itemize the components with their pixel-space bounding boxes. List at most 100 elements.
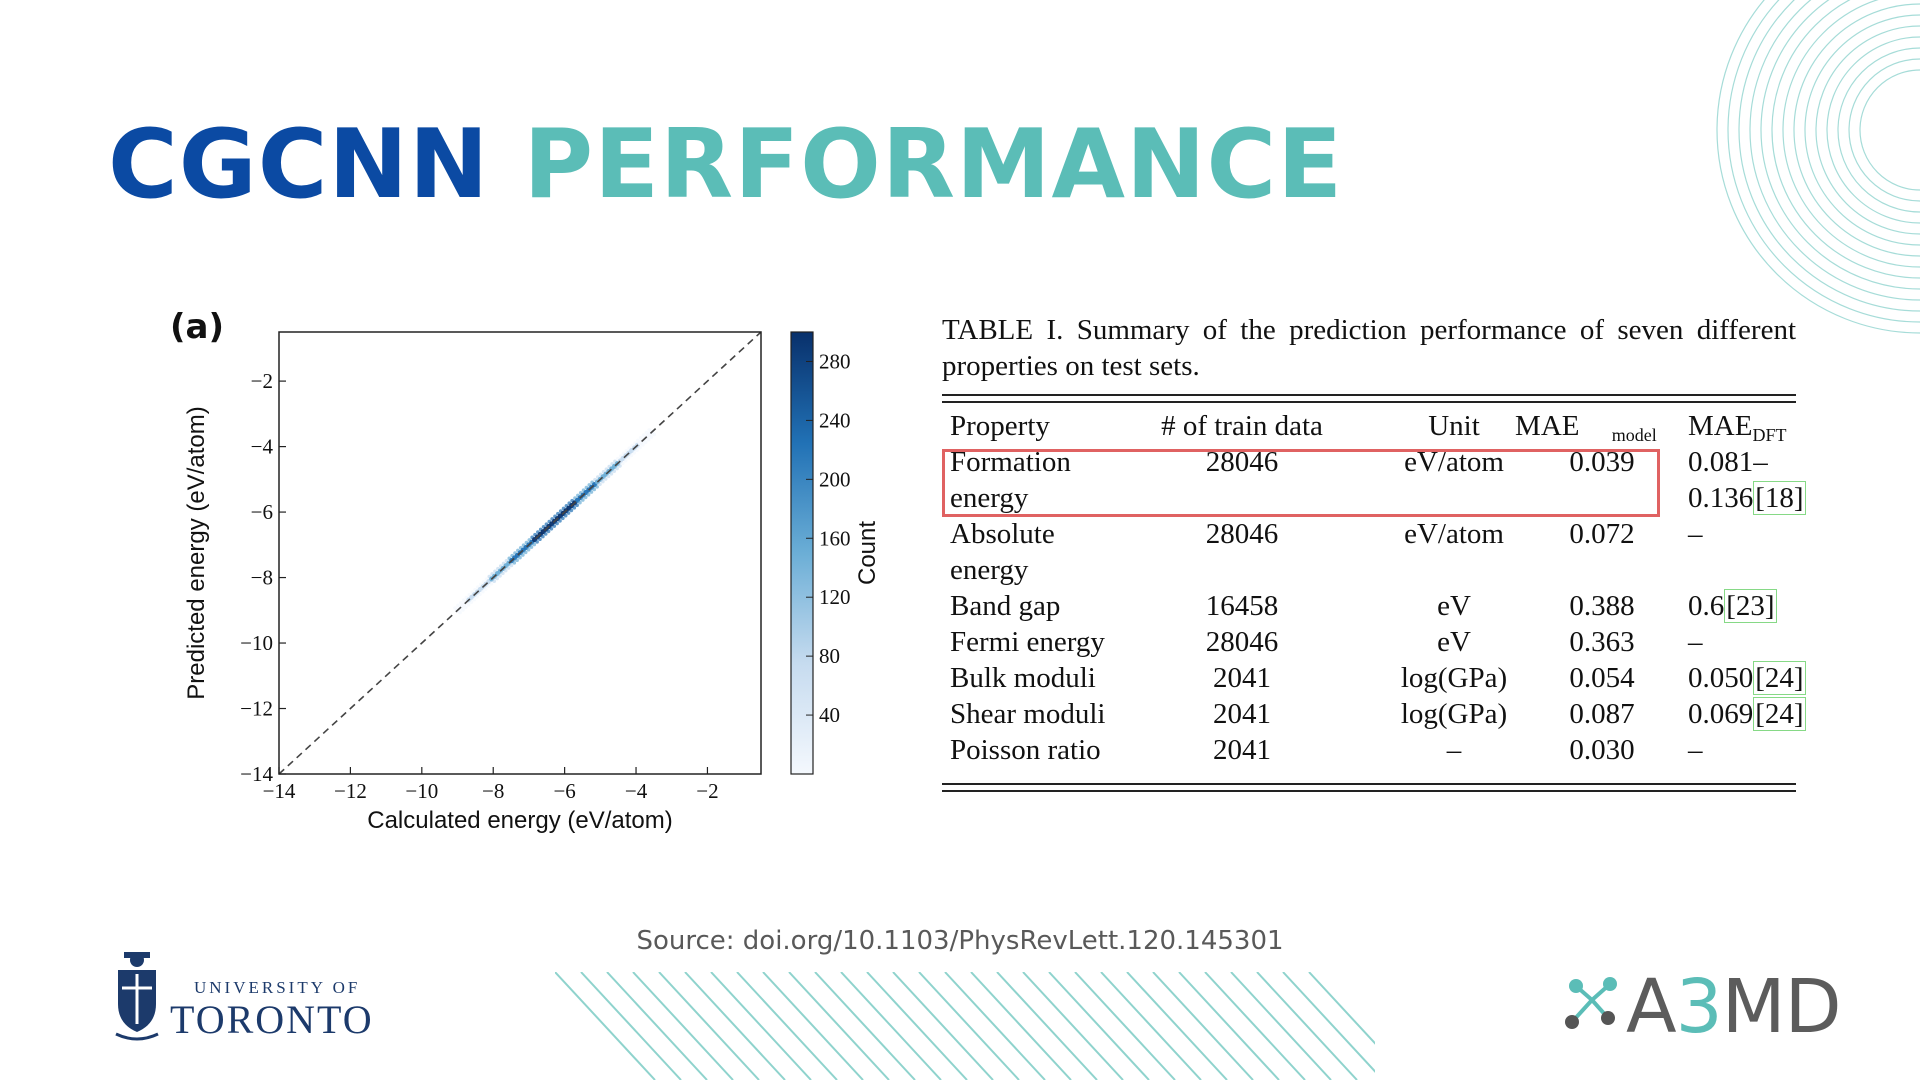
decorative-stripe <box>970 972 1072 1080</box>
x-tick-label: −4 <box>625 779 648 803</box>
source-citation: Source: doi.org/10.1103/PhysRevLett.120.… <box>636 926 1284 956</box>
density-cell <box>626 456 631 460</box>
uoft-small-text: UNIVERSITY OF <box>194 978 361 997</box>
density-cell <box>578 500 582 505</box>
density-cell <box>495 576 499 581</box>
density-cell <box>603 477 608 481</box>
density-cell <box>612 469 617 473</box>
density-cell <box>572 506 577 510</box>
density-cell <box>621 461 625 466</box>
x-axis-label: Calculated energy (eV/atom) <box>367 807 672 834</box>
density-cell <box>638 445 642 450</box>
table-bottom-rule <box>942 783 1796 785</box>
decorative-stripe <box>1204 972 1306 1080</box>
decorative-stripe <box>580 972 682 1080</box>
decorative-stripe <box>1100 972 1202 1080</box>
density-cell <box>586 492 591 497</box>
decorative-arc <box>1716 0 1920 334</box>
x-tick-label: −2 <box>696 779 718 803</box>
density-cell <box>589 490 594 494</box>
y-tick-label: −2 <box>251 369 273 393</box>
a3md-network-icon <box>1565 977 1617 1029</box>
density-cell <box>515 558 519 563</box>
y-tick-label: −4 <box>251 435 274 459</box>
density-cell <box>461 608 465 612</box>
density-cell <box>486 584 491 589</box>
colorbar-tick-label: 160 <box>819 526 851 550</box>
uoft-big-text: TORONTO <box>170 997 374 1042</box>
decorative-stripe <box>866 972 968 1080</box>
cell-property: Fermi energy <box>950 626 1105 658</box>
title-part-performance: PERFORMANCE <box>523 110 1344 220</box>
x-tick-label: −10 <box>405 779 438 803</box>
density-cell <box>652 432 657 437</box>
density-cell <box>509 563 514 568</box>
decorative-arc <box>1782 0 1920 268</box>
citation-link[interactable]: [18] <box>1753 481 1806 515</box>
density-cell <box>466 602 471 607</box>
density-cell <box>489 581 494 586</box>
decorative-arc <box>1749 0 1920 301</box>
cell-mae-dft: 0.136[18] <box>1688 481 1806 515</box>
cell-mae-dft: 0.6[23] <box>1688 589 1777 623</box>
cell-mae-dft: 0.069[24] <box>1688 697 1806 731</box>
table-top-rule-2 <box>942 401 1796 403</box>
decorative-stripe <box>1178 972 1280 1080</box>
density-cell <box>552 524 557 528</box>
decorative-stripe <box>555 972 656 1080</box>
decorative-stripe <box>1074 972 1176 1080</box>
density-cell <box>555 521 559 526</box>
x-axis-ticks: −14 −12 −10 −8 −6 −4 −2 <box>263 767 719 803</box>
density-cell <box>535 540 539 544</box>
x-tick-label: −8 <box>482 779 504 803</box>
decorative-arc <box>1727 0 1920 323</box>
table-caption: TABLE I. Summary of the prediction perfo… <box>942 314 1796 382</box>
decorative-stripe <box>658 972 760 1080</box>
colorbar-label: Count <box>854 521 880 585</box>
density-cell <box>558 519 562 523</box>
table-top-rule <box>942 394 1796 396</box>
density-cell <box>601 479 605 484</box>
density-cell <box>609 471 614 476</box>
colorbar-tick-label: 200 <box>819 467 851 491</box>
cell-property: Bulk moduli <box>950 662 1096 694</box>
density-cell <box>523 550 528 555</box>
density-cell <box>492 579 497 583</box>
decorative-arc <box>1738 0 1920 312</box>
decorative-arc <box>1837 47 1920 213</box>
density-cell <box>529 545 534 549</box>
decorative-stripe <box>606 972 708 1080</box>
university-of-toronto-logo <box>115 952 159 1041</box>
slide-title: CGCNN PERFORMANCE <box>108 110 1343 220</box>
decorative-stripe <box>1230 972 1332 1080</box>
density-cell <box>512 561 517 565</box>
table-bottom-rule-2 <box>942 790 1796 792</box>
density-cell <box>541 534 545 539</box>
density-cell <box>469 600 474 604</box>
colorbar <box>790 331 814 775</box>
formation-energy-highlight-box <box>942 449 1660 517</box>
decorative-stripe <box>1022 972 1124 1080</box>
citation-link[interactable]: [24] <box>1753 661 1806 695</box>
a3md-logo-text: A3MD <box>1626 964 1842 1050</box>
density-cell <box>463 605 468 610</box>
reference-line-y-equals-x <box>278 331 762 775</box>
density-cell <box>623 458 628 463</box>
decorative-arc <box>1760 0 1920 290</box>
density-cell <box>543 532 548 536</box>
cell-mae-dft: – <box>1688 734 1703 766</box>
citation-link[interactable]: [23] <box>1724 589 1777 623</box>
x-tick-label: −14 <box>263 779 296 803</box>
x-tick-label: −12 <box>334 779 367 803</box>
density-cell <box>538 537 542 542</box>
y-tick-label: −14 <box>240 762 273 786</box>
x-tick-label: −6 <box>553 779 575 803</box>
density-cell <box>503 568 508 573</box>
cell-mae-dft: 0.050[24] <box>1688 661 1806 695</box>
decorative-arcs <box>1716 0 1920 334</box>
decorative-arc <box>1826 36 1920 224</box>
density-cell <box>521 553 525 557</box>
citation-link[interactable]: [24] <box>1753 697 1806 731</box>
cell-property: Absolute <box>950 518 1055 550</box>
density-cell <box>501 571 505 576</box>
